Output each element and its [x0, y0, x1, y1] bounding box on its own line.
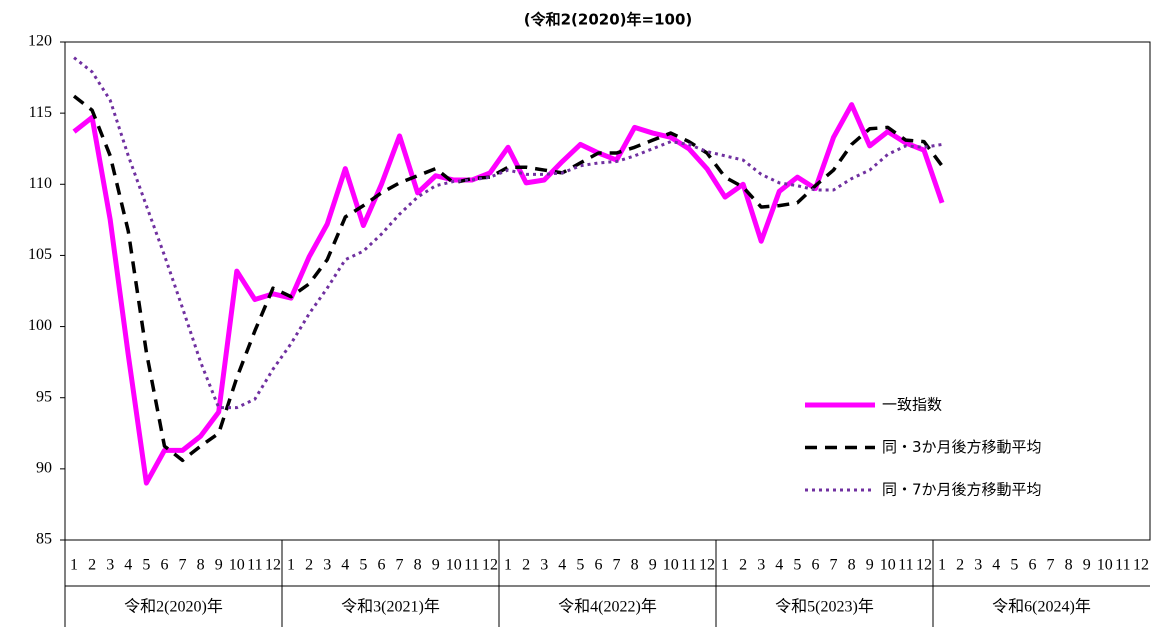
x-tick-label: 9	[432, 557, 440, 574]
x-tick-label: 2	[956, 557, 964, 574]
x-tick-label: 10	[446, 557, 462, 574]
y-tick-label: 85	[36, 531, 52, 548]
y-tick-label: 115	[29, 104, 52, 121]
x-tick-label: 8	[848, 557, 856, 574]
series-line	[72, 102, 945, 486]
series-line	[72, 94, 944, 463]
x-tick-label: 12	[1133, 557, 1149, 574]
x-tick-label: 1	[287, 557, 295, 574]
x-tick-label: 9	[866, 557, 874, 574]
y-tick-label: 110	[29, 175, 52, 192]
x-tick-label: 6	[594, 557, 602, 574]
x-group-label: 令和3(2021)年	[341, 598, 440, 616]
x-tick-label: 11	[681, 557, 696, 574]
chart-title: (令和2(2020)年=100)	[524, 11, 693, 29]
x-tick-label: 5	[142, 557, 150, 574]
x-tick-label: 5	[576, 557, 584, 574]
x-tick-label: 10	[880, 557, 896, 574]
legend-label: 同・3か月後方移動平均	[882, 438, 1042, 456]
x-tick-label: 4	[992, 557, 1000, 574]
x-tick-label: 9	[1083, 557, 1091, 574]
y-tick-label: 95	[36, 388, 52, 405]
plot-area	[64, 41, 1151, 541]
x-tick-label: 1	[70, 557, 78, 574]
y-tick-label: 90	[36, 460, 52, 477]
x-tick-label: 2	[88, 557, 96, 574]
x-tick-label: 6	[377, 557, 385, 574]
x-tick-label: 9	[215, 557, 223, 574]
x-tick-label: 8	[631, 557, 639, 574]
x-tick-label: 6	[160, 557, 168, 574]
x-tick-label: 3	[540, 557, 548, 574]
x-group-label: 令和4(2022)年	[558, 598, 657, 616]
x-tick-label: 1	[938, 557, 946, 574]
x-tick-label: 12	[265, 557, 281, 574]
x-tick-label: 2	[522, 557, 530, 574]
x-tick-label: 7	[179, 557, 187, 574]
y-tick-label: 100	[28, 317, 52, 334]
x-tick-label: 7	[1047, 557, 1055, 574]
x-tick-label: 10	[663, 557, 679, 574]
x-tick-label: 3	[106, 557, 114, 574]
x-tick-label: 6	[811, 557, 819, 574]
x-tick-label: 10	[1097, 557, 1113, 574]
x-tick-label: 8	[197, 557, 205, 574]
x-tick-label: 4	[558, 557, 566, 574]
x-tick-label: 8	[1065, 557, 1073, 574]
x-tick-label: 3	[974, 557, 982, 574]
y-tick-label: 120	[28, 33, 52, 50]
x-tick-label: 12	[699, 557, 715, 574]
x-tick-label: 3	[323, 557, 331, 574]
series-line	[73, 56, 943, 410]
x-tick-label: 9	[649, 557, 657, 574]
x-tick-label: 4	[341, 557, 349, 574]
x-tick-label: 2	[739, 557, 747, 574]
x-tick-label: 7	[613, 557, 621, 574]
x-tick-label: 5	[1010, 557, 1018, 574]
x-tick-label: 11	[1115, 557, 1130, 574]
x-tick-label: 10	[229, 557, 245, 574]
x-tick-label: 8	[414, 557, 422, 574]
x-group-label: 令和2(2020)年	[124, 598, 223, 616]
x-tick-label: 7	[396, 557, 404, 574]
x-tick-label: 11	[247, 557, 262, 574]
x-tick-label: 12	[482, 557, 498, 574]
x-tick-label: 11	[898, 557, 913, 574]
x-tick-label: 2	[305, 557, 313, 574]
x-tick-label: 4	[124, 557, 132, 574]
x-tick-label: 5	[359, 557, 367, 574]
x-group-label: 令和6(2024)年	[992, 598, 1091, 616]
legend-label: 一致指数	[882, 396, 942, 414]
x-tick-label: 1	[721, 557, 729, 574]
x-tick-label: 1	[504, 557, 512, 574]
legend-label: 同・7か月後方移動平均	[882, 481, 1042, 499]
x-tick-label: 6	[1028, 557, 1036, 574]
x-tick-label: 11	[464, 557, 479, 574]
x-tick-label: 3	[757, 557, 765, 574]
x-tick-label: 7	[830, 557, 838, 574]
x-tick-label: 4	[775, 557, 783, 574]
x-tick-label: 5	[793, 557, 801, 574]
x-tick-label: 12	[916, 557, 932, 574]
x-group-label: 令和5(2023)年	[775, 598, 874, 616]
y-tick-label: 105	[28, 246, 52, 263]
